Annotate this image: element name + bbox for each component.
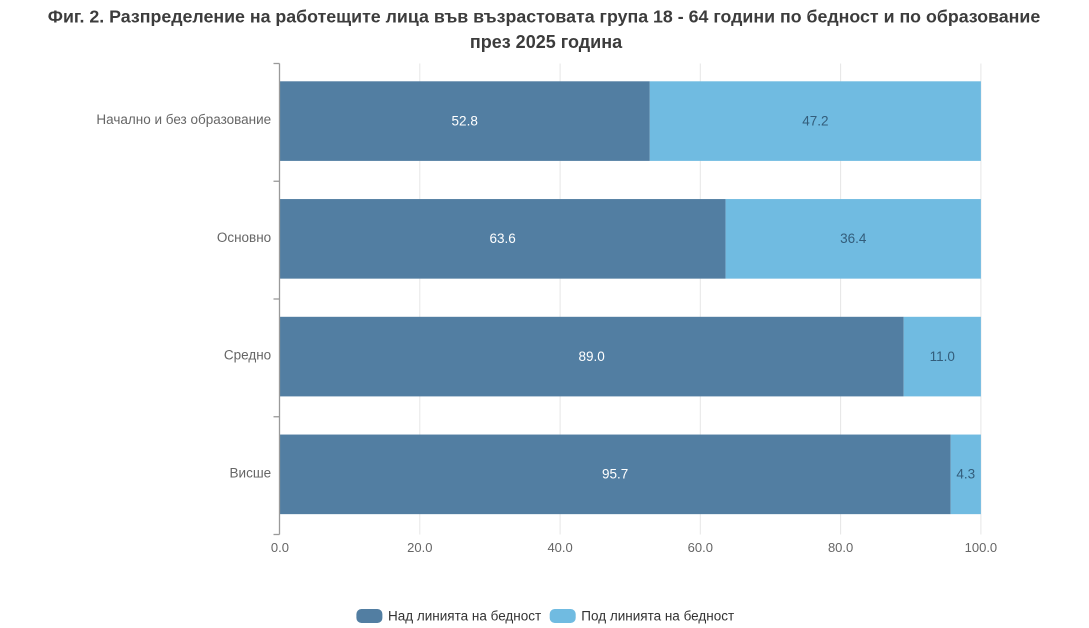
svg-text:60.0: 60.0: [688, 540, 713, 555]
svg-text:89.0: 89.0: [578, 349, 604, 364]
svg-text:40.0: 40.0: [547, 540, 572, 555]
svg-text:36.4: 36.4: [840, 231, 867, 246]
svg-text:95.7: 95.7: [602, 467, 628, 482]
svg-text:Основно: Основно: [217, 230, 271, 245]
svg-text:0.0: 0.0: [271, 540, 289, 555]
svg-text:100.0: 100.0: [965, 540, 998, 555]
svg-text:през 2025 година: през 2025 година: [470, 32, 623, 52]
svg-text:11.0: 11.0: [930, 349, 955, 364]
svg-text:Под линията на бедност: Под линията на бедност: [581, 609, 734, 624]
svg-text:Фиг. 2. Разпределение на работ: Фиг. 2. Разпределение на работещите лица…: [48, 6, 1041, 26]
svg-text:52.8: 52.8: [452, 113, 478, 128]
svg-text:Начално и без образование: Начално и без образование: [96, 112, 271, 127]
svg-text:20.0: 20.0: [407, 540, 432, 555]
svg-text:Средно: Средно: [224, 348, 271, 363]
svg-text:Над линията на бедност: Над линията на бедност: [388, 609, 541, 624]
svg-text:80.0: 80.0: [828, 540, 853, 555]
svg-text:4.3: 4.3: [956, 467, 975, 482]
svg-text:Висше: Висше: [230, 466, 272, 481]
svg-text:63.6: 63.6: [489, 231, 515, 246]
svg-text:47.2: 47.2: [802, 113, 828, 128]
